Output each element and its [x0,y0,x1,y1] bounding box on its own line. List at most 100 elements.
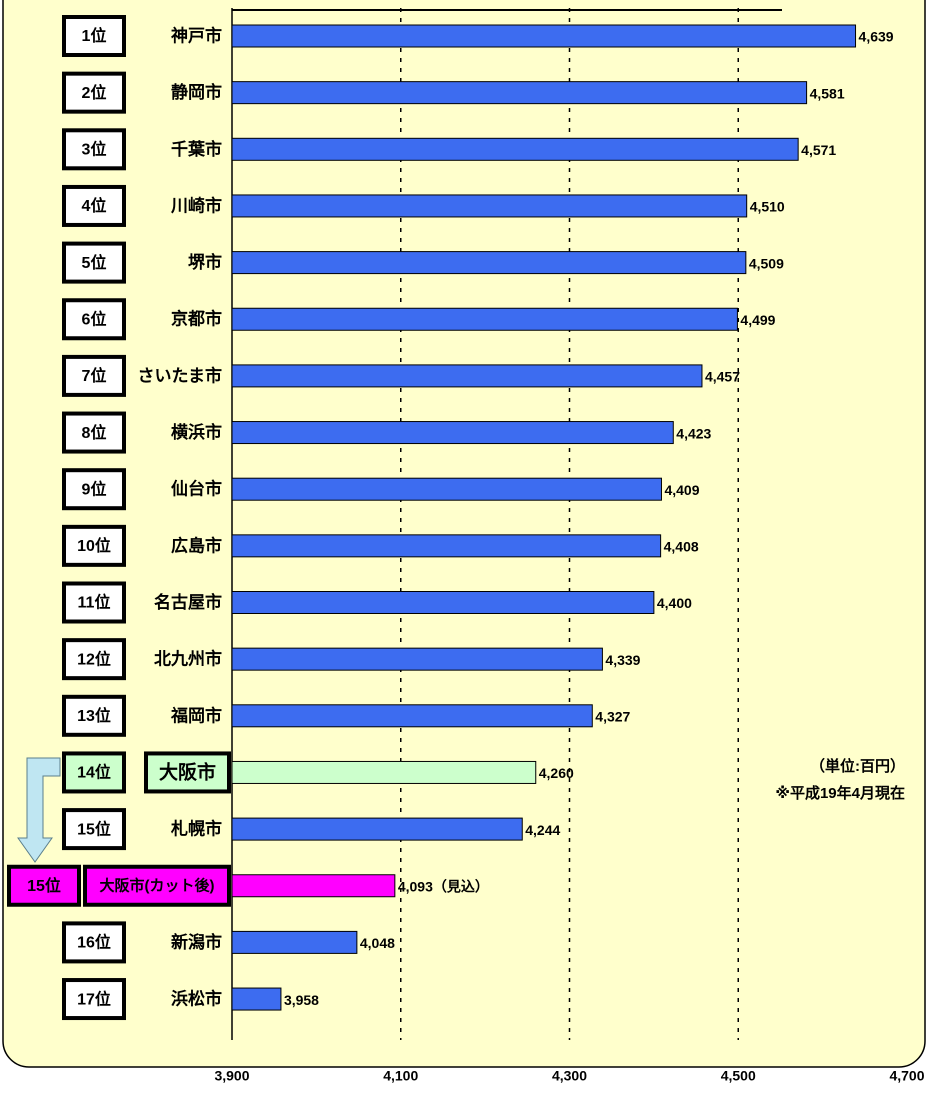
rank-box [62,298,126,341]
rank-box [62,128,126,171]
rank-label: 6位 [82,309,107,328]
y-tick-label: 名古屋市 [154,592,222,612]
rank-box [62,71,126,114]
rank-box [62,978,126,1021]
rank-label: 12位 [77,649,111,668]
y-tick-label: 仙台市 [171,479,222,499]
value-label: 4,244 [525,822,560,838]
bar [231,760,537,784]
rank-box [7,864,81,907]
bar [231,81,808,105]
y-tick-label: 大阪市 [159,760,216,783]
y-tick-label: 神戸市 [171,25,222,45]
rank-label: 8位 [82,423,107,442]
x-tick-label: 4,300 [552,1068,587,1084]
bar [231,591,655,614]
value-label: 4,581 [810,85,845,101]
value-label: 4,408 [664,539,699,555]
rank-box [62,751,126,794]
y-tick-label: 横浜市 [171,422,222,442]
category-box [144,751,231,794]
rank-label: 9位 [82,479,107,498]
bar [231,874,396,898]
x-tick-label: 4,700 [889,1068,924,1084]
y-tick-label: 千葉市 [171,139,222,159]
bar [231,817,523,841]
bar [231,930,358,954]
value-label: 4,093（見込） [398,878,489,894]
value-label: 3,958 [284,992,319,1008]
rank-label: 5位 [82,253,107,272]
rank-label: 16位 [77,933,111,952]
bar [231,477,662,501]
rank-label: 7位 [82,366,107,385]
category-box [83,864,231,907]
bar [231,364,703,388]
y-tick-label: 大阪市(カット後) [100,877,215,895]
rank-label: 4位 [82,196,107,215]
value-label: 4,510 [750,199,785,215]
bar [231,137,799,161]
bar [231,24,857,48]
y-tick-label: 静岡市 [171,82,222,102]
y-tick-label: 新潟市 [171,932,222,952]
bar [231,307,738,331]
rank-box [62,524,126,567]
rank-box [62,694,126,737]
y-tick-label: 北九州市 [154,649,222,669]
rank-label: 1位 [82,26,107,45]
value-label: 4,423 [676,425,711,441]
rank-box [62,354,126,397]
rank-label: 10位 [77,536,111,555]
rank-label: 2位 [82,83,107,102]
bar [231,421,674,445]
x-tick-label: 3,900 [214,1068,249,1084]
bar [231,534,662,558]
bar [231,194,748,218]
y-tick-label: 札幌市 [170,819,222,839]
rank-box [62,15,126,57]
rank-label: 14位 [77,763,111,782]
rank-label: 15位 [27,876,61,895]
rank-box [62,241,126,284]
value-label: 4,260 [539,765,574,781]
value-label: 4,457 [705,369,740,385]
rank-box [62,411,126,454]
x-tick-label: 4,100 [383,1068,418,1084]
rank-box [62,184,126,227]
x-tick-label: 4,500 [721,1068,756,1084]
bar [231,704,593,728]
value-label: 4,409 [664,482,699,498]
y-tick-label: さいたま市 [138,365,223,385]
value-label: 4,339 [605,652,640,668]
rank-box [62,921,126,964]
bar [231,251,747,275]
y-tick-label: 京都市 [171,309,222,329]
date-note: ※平成19年4月現在 [775,784,905,802]
rank-box [62,581,126,624]
value-label: 4,571 [801,142,836,158]
bar [231,647,603,671]
value-label: 4,400 [657,595,692,611]
value-label: 4,509 [749,255,784,271]
rank-box [62,638,126,681]
rank-label: 11位 [78,593,111,612]
unit-note: （単位:百円） [810,757,905,775]
value-label: 4,327 [595,709,630,725]
value-label: 4,499 [740,312,775,328]
rank-label: 17位 [77,989,111,1008]
rank-label: 15位 [77,819,111,838]
rank-label: 13位 [77,706,111,725]
rank-box [62,468,126,511]
rank-label: 3位 [82,140,107,159]
y-tick-label: 堺市 [188,252,222,272]
value-label: 4,639 [859,29,894,45]
y-tick-label: 広島市 [171,535,222,555]
move-arrow [17,757,61,863]
rank-box [62,808,126,851]
y-tick-label: 川崎市 [170,195,222,215]
y-tick-label: 福岡市 [170,705,222,725]
y-tick-label: 浜松市 [171,989,222,1009]
